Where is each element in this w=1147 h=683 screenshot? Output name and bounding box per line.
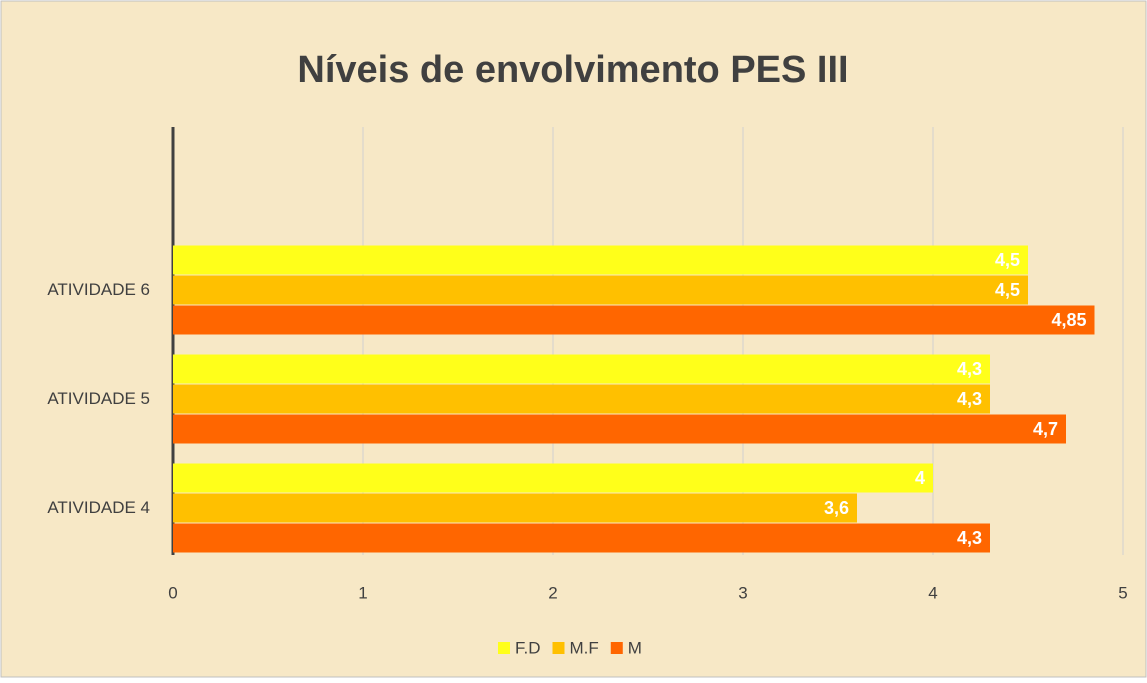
legend-swatch (552, 642, 565, 654)
x-tick-label: 3 (738, 583, 747, 602)
y-tick-label: ATIVIDADE 4 (47, 498, 150, 517)
x-tick-label: 5 (1118, 583, 1127, 602)
data-label: 4 (915, 468, 925, 488)
x-tick-label: 2 (548, 583, 557, 602)
chart-title: Níveis de envolvimento PES III (297, 49, 848, 91)
legend-swatch (498, 642, 510, 654)
bar (173, 384, 990, 414)
bar (173, 354, 990, 384)
data-label: 4,3 (957, 359, 982, 379)
x-tick-label: 4 (928, 583, 937, 602)
data-label: 3,6 (824, 498, 849, 518)
bar (173, 414, 1066, 444)
bar (173, 463, 933, 493)
bar (173, 245, 1028, 275)
data-label: 4,85 (1051, 310, 1086, 330)
data-label: 4,3 (957, 389, 982, 409)
legend-label: F.D (515, 638, 541, 657)
bar (173, 493, 857, 523)
legend-swatch (610, 642, 623, 654)
data-label: 4,5 (995, 280, 1020, 300)
legend-label: M.F (570, 638, 599, 657)
data-label: 4,5 (995, 250, 1020, 270)
bar (173, 275, 1028, 305)
x-tick-label: 1 (358, 583, 367, 602)
y-tick-label: ATIVIDADE 5 (47, 389, 150, 408)
y-tick-label: ATIVIDADE 6 (47, 280, 150, 299)
legend-label: M (628, 638, 642, 657)
data-label: 4,3 (957, 528, 982, 548)
bar (173, 305, 1095, 335)
bar (173, 523, 990, 553)
x-tick-label: 0 (168, 583, 177, 602)
data-label: 4,7 (1033, 419, 1058, 439)
